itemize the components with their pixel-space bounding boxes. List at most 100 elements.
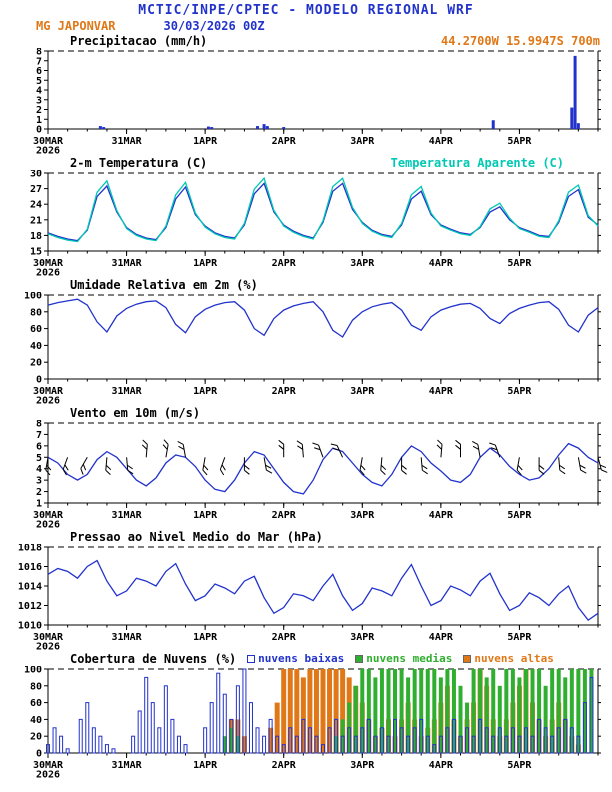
- svg-text:8: 8: [36, 48, 42, 58]
- panel-cloud-cover: Cobertura de Nuvens (%) nuvens baixas nu…: [0, 651, 612, 779]
- svg-text:2APR: 2APR: [272, 386, 297, 397]
- svg-text:1010: 1010: [18, 621, 42, 632]
- legend-high-clouds: nuvens altas: [463, 652, 554, 665]
- svg-text:3: 3: [36, 95, 42, 106]
- svg-text:2APR: 2APR: [272, 510, 297, 521]
- svg-text:30MAR: 30MAR: [33, 136, 64, 147]
- svg-text:1APR: 1APR: [193, 386, 218, 397]
- panel-title-wind: Vento em 10m (m/s): [70, 405, 201, 420]
- svg-text:31MAR: 31MAR: [112, 258, 143, 269]
- svg-text:100: 100: [24, 666, 42, 676]
- svg-text:5APR: 5APR: [507, 760, 532, 771]
- legend-low-clouds: nuvens baixas: [247, 652, 344, 665]
- panel-title-pressure: Pressao ao Nivel Medio do Mar (hPa): [70, 529, 323, 544]
- location-coords: 44.2700W 15.9947S 700m: [441, 33, 600, 48]
- svg-text:7: 7: [36, 430, 42, 441]
- svg-text:5APR: 5APR: [507, 632, 532, 643]
- svg-text:2APR: 2APR: [272, 258, 297, 269]
- svg-text:0: 0: [36, 125, 42, 136]
- svg-text:1018: 1018: [18, 544, 42, 554]
- svg-text:5APR: 5APR: [507, 386, 532, 397]
- model-title: MCTIC/INPE/CPTEC - MODELO REGIONAL WRF: [138, 3, 474, 18]
- svg-text:3APR: 3APR: [350, 258, 375, 269]
- svg-text:1APR: 1APR: [193, 510, 218, 521]
- svg-text:2026: 2026: [36, 146, 60, 156]
- svg-text:4: 4: [36, 464, 42, 475]
- svg-text:8: 8: [36, 420, 42, 430]
- svg-text:15: 15: [30, 247, 42, 258]
- svg-text:2: 2: [36, 487, 42, 498]
- legend-label-medium-clouds: nuvens medias: [366, 652, 453, 665]
- panel-humidity: Umidade Relativa em 2m (%) 0 20 40 60 80 100 3…: [0, 277, 612, 405]
- panel-title-precipitation: Precipitacao (mm/h): [70, 33, 208, 48]
- legend-label-high-clouds: nuvens altas: [474, 652, 554, 665]
- svg-text:24: 24: [30, 200, 42, 211]
- panel-wind: Vento em 10m (m/s) 1 2 3 4 5 6 7 8 30MAR 2026 31MA…: [0, 405, 612, 529]
- svg-text:2026: 2026: [36, 520, 60, 530]
- svg-text:4APR: 4APR: [429, 136, 454, 147]
- svg-text:4APR: 4APR: [429, 632, 454, 643]
- svg-text:2APR: 2APR: [272, 136, 297, 147]
- legend-apparent-temperature: Temperatura Aparente (C): [390, 155, 564, 170]
- svg-text:40: 40: [30, 715, 42, 726]
- svg-text:30MAR: 30MAR: [33, 760, 64, 771]
- svg-text:3APR: 3APR: [350, 136, 375, 147]
- svg-text:31MAR: 31MAR: [112, 632, 143, 643]
- svg-text:1APR: 1APR: [193, 760, 218, 771]
- svg-text:5: 5: [36, 76, 42, 87]
- svg-text:80: 80: [30, 307, 42, 318]
- legend-swatch-high-clouds: [463, 654, 472, 663]
- svg-text:3APR: 3APR: [350, 386, 375, 397]
- svg-text:80: 80: [30, 681, 42, 692]
- station-name: MG JAPONVAR: [36, 19, 116, 33]
- svg-text:1: 1: [36, 499, 42, 510]
- svg-text:4APR: 4APR: [429, 760, 454, 771]
- svg-text:18: 18: [30, 231, 42, 242]
- svg-text:30MAR: 30MAR: [33, 510, 64, 521]
- panel-title-humidity: Umidade Relativa em 2m (%): [70, 277, 258, 292]
- svg-text:5: 5: [36, 453, 42, 464]
- svg-text:4APR: 4APR: [429, 510, 454, 521]
- svg-text:4: 4: [36, 86, 42, 97]
- svg-text:1014: 1014: [18, 582, 42, 593]
- svg-text:30MAR: 30MAR: [33, 632, 64, 643]
- svg-text:3APR: 3APR: [350, 632, 375, 643]
- svg-text:27: 27: [30, 184, 42, 195]
- panel-title-cloud-cover: Cobertura de Nuvens (%): [70, 651, 237, 666]
- svg-text:0: 0: [36, 375, 42, 386]
- svg-text:4APR: 4APR: [429, 258, 454, 269]
- svg-text:2026: 2026: [36, 396, 60, 406]
- svg-text:1012: 1012: [18, 601, 42, 612]
- svg-text:1016: 1016: [18, 562, 42, 573]
- svg-text:6: 6: [36, 441, 42, 452]
- svg-text:5APR: 5APR: [507, 136, 532, 147]
- svg-text:5APR: 5APR: [507, 258, 532, 269]
- svg-text:2026: 2026: [36, 642, 60, 652]
- legend-medium-clouds: nuvens medias: [355, 652, 452, 665]
- svg-text:60: 60: [30, 698, 42, 709]
- legend-swatch-low-clouds: [247, 654, 256, 663]
- svg-text:3: 3: [36, 476, 42, 487]
- svg-text:60: 60: [30, 324, 42, 335]
- svg-text:31MAR: 31MAR: [112, 136, 143, 147]
- svg-text:2026: 2026: [36, 770, 60, 780]
- svg-text:1APR: 1APR: [193, 258, 218, 269]
- svg-text:40: 40: [30, 341, 42, 352]
- svg-text:100: 100: [24, 292, 42, 302]
- svg-text:30: 30: [30, 170, 42, 180]
- svg-text:6: 6: [36, 66, 42, 77]
- svg-text:30MAR: 30MAR: [33, 386, 64, 397]
- svg-text:30MAR: 30MAR: [33, 258, 64, 269]
- svg-text:31MAR: 31MAR: [112, 760, 143, 771]
- svg-text:0: 0: [36, 749, 42, 760]
- svg-text:21: 21: [30, 215, 42, 226]
- panel-pressure: Pressao ao Nivel Medio do Mar (hPa) 1010…: [0, 529, 612, 651]
- svg-text:3APR: 3APR: [350, 760, 375, 771]
- svg-text:1: 1: [36, 115, 42, 126]
- svg-text:7: 7: [36, 56, 42, 67]
